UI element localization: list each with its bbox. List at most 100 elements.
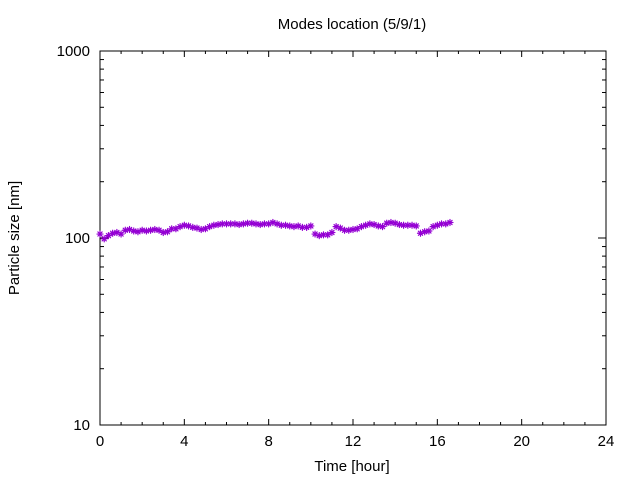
data-point xyxy=(374,222,382,230)
x-tick-label: 20 xyxy=(513,433,530,450)
data-point xyxy=(328,228,336,237)
data-point xyxy=(117,230,125,238)
data-point xyxy=(235,220,243,229)
data-point xyxy=(109,229,117,237)
data-point xyxy=(151,225,159,234)
data-point xyxy=(391,219,399,227)
data-point xyxy=(294,222,302,230)
data-point xyxy=(214,220,222,229)
data-point xyxy=(231,220,239,228)
data-point xyxy=(197,225,205,234)
data-point xyxy=(256,220,264,229)
data-point xyxy=(378,223,387,231)
data-point xyxy=(345,226,353,234)
y-axis-label: Particle size [nm] xyxy=(6,181,23,295)
data-point xyxy=(260,220,269,228)
data-point xyxy=(159,228,167,237)
data-point xyxy=(138,226,146,234)
data-point xyxy=(134,228,142,236)
data-series xyxy=(96,218,454,243)
y-tick-label: 10 xyxy=(73,417,90,434)
data-point xyxy=(383,219,391,227)
x-tick-label: 0 xyxy=(96,433,104,450)
data-point xyxy=(218,220,226,228)
x-tick-label: 24 xyxy=(598,433,615,450)
data-point xyxy=(353,225,361,233)
data-point xyxy=(340,226,349,234)
x-tick-label: 4 xyxy=(180,433,188,450)
x-axis: 0 4 8 12 16 20 24 xyxy=(96,51,615,450)
data-point xyxy=(163,228,172,236)
data-point xyxy=(298,223,306,231)
data-point xyxy=(412,222,420,230)
data-point xyxy=(201,225,210,233)
data-point xyxy=(172,225,180,233)
data-point xyxy=(349,225,357,234)
data-point xyxy=(222,220,231,228)
data-point xyxy=(319,231,328,239)
data-point xyxy=(336,224,344,232)
data-point xyxy=(307,222,315,230)
data-point xyxy=(442,220,450,228)
data-point xyxy=(142,227,150,235)
data-point xyxy=(180,221,188,229)
data-point xyxy=(168,225,176,233)
x-tick-label: 8 xyxy=(264,433,272,450)
data-point xyxy=(176,223,184,231)
x-axis-label: Time [hour] xyxy=(314,458,389,475)
data-point xyxy=(408,221,416,229)
y-axis: 10 100 1000 xyxy=(57,43,606,434)
data-point xyxy=(113,228,121,237)
data-point xyxy=(155,226,163,234)
data-point xyxy=(248,219,256,227)
data-point xyxy=(395,220,403,229)
data-point xyxy=(252,220,260,228)
data-point xyxy=(366,220,374,228)
data-point xyxy=(370,220,378,229)
data-point xyxy=(332,223,340,231)
data-point xyxy=(416,229,425,237)
data-point xyxy=(104,231,113,240)
data-point xyxy=(290,223,298,231)
data-point xyxy=(286,222,294,230)
y-tick-label: 100 xyxy=(65,230,90,247)
plot-frame xyxy=(99,50,607,426)
data-point xyxy=(189,223,197,231)
data-point xyxy=(273,220,281,228)
data-point xyxy=(362,221,370,229)
data-point xyxy=(277,221,285,229)
data-point xyxy=(357,223,366,231)
data-point xyxy=(387,218,395,227)
data-point xyxy=(193,224,201,232)
data-point xyxy=(125,225,134,234)
data-point xyxy=(437,220,446,228)
x-tick-label: 16 xyxy=(429,433,446,450)
chart-title: Modes location (5/9/1) xyxy=(278,16,426,33)
data-point xyxy=(433,221,441,229)
data-point xyxy=(239,220,247,228)
data-point xyxy=(311,230,319,238)
data-point xyxy=(446,218,454,227)
data-point xyxy=(121,226,129,234)
data-point xyxy=(269,218,277,227)
data-point xyxy=(315,231,323,240)
data-point xyxy=(96,230,104,238)
x-tick-label: 12 xyxy=(345,433,362,450)
data-point xyxy=(130,227,138,235)
data-point xyxy=(425,227,433,235)
data-point xyxy=(429,223,437,231)
data-point xyxy=(324,231,332,239)
data-point xyxy=(100,235,108,243)
data-point xyxy=(400,221,408,229)
data-point xyxy=(147,226,155,234)
data-point xyxy=(227,220,235,228)
data-point xyxy=(265,220,273,228)
data-point xyxy=(206,223,214,231)
data-point xyxy=(184,222,193,230)
data-point xyxy=(210,221,218,229)
data-point xyxy=(303,223,311,231)
y-tick-label: 1000 xyxy=(57,43,90,60)
data-point xyxy=(281,221,290,229)
data-point xyxy=(243,219,252,227)
